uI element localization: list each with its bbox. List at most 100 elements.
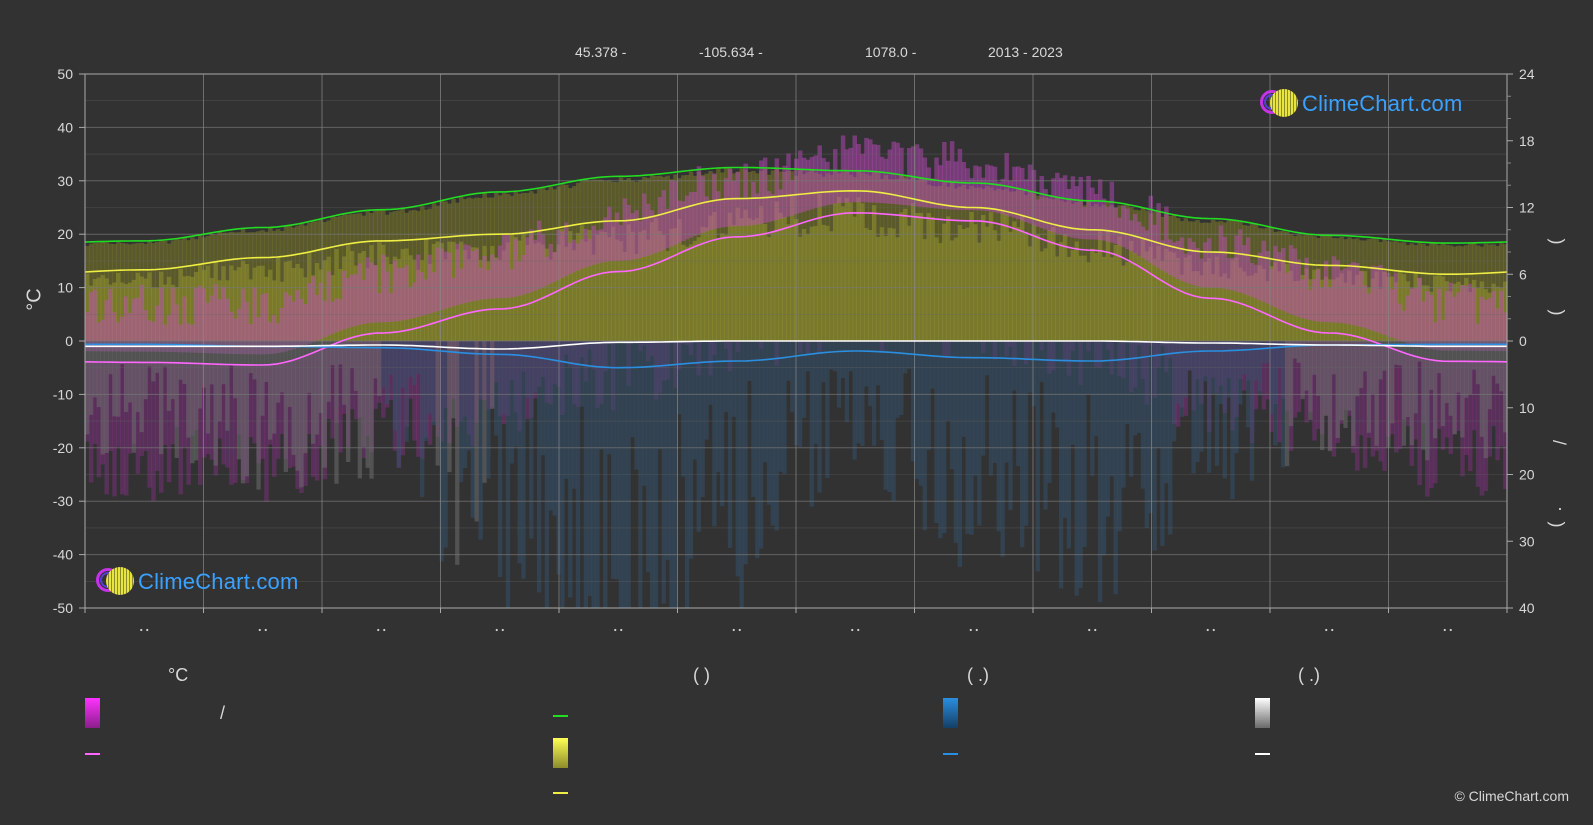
precip-bar xyxy=(1425,341,1430,461)
sunshine-bar xyxy=(517,240,522,341)
temp-range-bar xyxy=(455,243,460,306)
sunshine-bar xyxy=(96,277,102,341)
precip-bar xyxy=(1366,341,1372,433)
month-label-dot xyxy=(146,628,149,632)
sunshine-bar xyxy=(758,206,764,341)
temp-range-bar xyxy=(747,198,752,226)
precip-bar xyxy=(1020,341,1025,548)
sunshine-bar xyxy=(501,250,507,341)
temp-range-bar xyxy=(178,362,183,495)
precip-bar xyxy=(1440,341,1446,427)
sunshine-bar xyxy=(860,203,865,341)
precip-bar xyxy=(1132,341,1138,436)
sunshine-bar xyxy=(1109,257,1115,341)
sunshine-bar xyxy=(992,230,998,341)
temp-range-bar xyxy=(112,362,117,497)
sunshine-bar xyxy=(470,247,476,341)
precip-bar xyxy=(1222,341,1227,479)
precip-bar xyxy=(840,341,846,379)
precip-bar xyxy=(1012,341,1017,391)
precip-bar xyxy=(120,341,125,365)
precip-bar xyxy=(194,341,199,461)
precip-bar xyxy=(887,341,892,492)
sunshine-bar xyxy=(1210,274,1216,341)
temp-range-bar xyxy=(108,362,113,452)
temp-range-bar xyxy=(330,301,335,334)
temp-range-bar xyxy=(1503,312,1508,352)
sunshine-bar xyxy=(1179,274,1185,341)
sunshine-bar xyxy=(1378,288,1383,341)
sunshine-bar xyxy=(310,275,316,341)
sunshine-bar xyxy=(1195,271,1200,341)
sunshine-bar xyxy=(579,225,585,341)
sunshine-bar xyxy=(1417,278,1422,341)
temp-range-bar xyxy=(1448,282,1454,351)
precip-bar xyxy=(1055,341,1060,428)
sunshine-bar xyxy=(934,237,939,341)
precip-bar xyxy=(1483,341,1488,459)
temp-range-bar xyxy=(264,364,269,502)
precip-bar xyxy=(85,341,90,435)
sunshine-bar xyxy=(848,202,854,341)
right-axis-label-slash: / xyxy=(1549,439,1570,446)
temp-range-bar xyxy=(1043,189,1048,230)
precip-bar xyxy=(1082,341,1087,548)
precip-bar xyxy=(1347,341,1352,411)
precip-bar xyxy=(334,341,339,484)
temp-range-bar xyxy=(1397,351,1403,450)
sunshine-bar xyxy=(1316,268,1321,341)
temp-range-bar xyxy=(236,309,242,355)
sunshine-bar xyxy=(1405,281,1411,341)
precip-bar xyxy=(1281,341,1286,468)
precip-bar xyxy=(879,341,885,440)
temp-range-bar xyxy=(1113,207,1119,244)
sunshine-bar xyxy=(1164,248,1169,341)
precip-bar xyxy=(1039,341,1044,383)
left-tick-label: -50 xyxy=(53,600,73,616)
sunshine-bar xyxy=(708,215,713,341)
sunshine-bar xyxy=(120,282,125,341)
precip-bar xyxy=(751,341,756,497)
temp-range-bar xyxy=(626,204,632,261)
precip-bar xyxy=(1374,341,1379,446)
sunshine-bar xyxy=(1296,280,1302,341)
temp-range-bar xyxy=(314,294,320,341)
precip-bar xyxy=(388,341,394,375)
sunshine-bar xyxy=(653,218,659,341)
temp-range-bar xyxy=(731,180,737,227)
right-tick-label: 12 xyxy=(1519,200,1535,216)
header-years: 2013 - 2023 xyxy=(988,44,1063,60)
sunshine-bar xyxy=(552,252,558,341)
sunshine-bar xyxy=(1218,276,1224,341)
sunshine-bar xyxy=(1432,275,1438,341)
precip-bar xyxy=(540,341,546,456)
temp-range-bar xyxy=(1183,253,1189,283)
precip-bar xyxy=(579,341,585,407)
precip-bar xyxy=(1429,341,1434,390)
precip-bar xyxy=(895,341,900,418)
temp-range-bar xyxy=(353,274,359,326)
left-tick-label: 40 xyxy=(57,119,73,135)
sunshine-bar xyxy=(1101,256,1107,341)
temp-range-bar xyxy=(646,203,651,256)
sunshine-bar xyxy=(949,240,955,341)
precip-bar xyxy=(786,341,791,381)
precip-bar xyxy=(1027,341,1033,393)
temp-range-bar xyxy=(252,287,258,355)
temp-range-bar xyxy=(1499,361,1504,447)
temp-range-bar xyxy=(201,363,207,458)
sunshine-bar xyxy=(287,260,293,341)
precip-bar xyxy=(844,341,849,423)
temp-range-bar xyxy=(1156,203,1161,268)
precip-bar xyxy=(470,341,475,518)
temp-range-bar xyxy=(349,341,355,410)
precip-bar xyxy=(392,341,398,431)
sunshine-bar xyxy=(766,236,772,341)
temp-range-bar xyxy=(1261,240,1267,302)
temp-range-bar xyxy=(505,233,511,298)
temp-range-bar xyxy=(1436,288,1442,351)
precip-bar xyxy=(957,341,962,567)
precip-bar xyxy=(233,341,238,399)
precip-bar xyxy=(910,341,916,462)
temp-range-bar xyxy=(423,279,429,315)
